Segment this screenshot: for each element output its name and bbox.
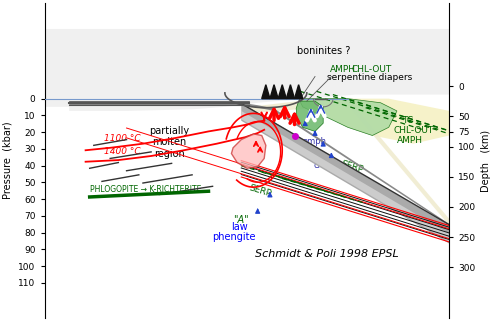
Polygon shape [241, 111, 450, 242]
Text: serpentine diapers: serpentine diapers [328, 73, 412, 82]
Polygon shape [44, 29, 450, 292]
Y-axis label: Pressure  (kbar): Pressure (kbar) [3, 122, 13, 199]
Polygon shape [262, 85, 270, 99]
Polygon shape [278, 85, 287, 99]
Text: law: law [231, 222, 248, 232]
Text: phengite: phengite [212, 232, 256, 242]
Polygon shape [296, 101, 323, 131]
Text: CHL-OUT: CHL-OUT [394, 126, 434, 135]
Text: 1400 °C: 1400 °C [104, 147, 140, 156]
Polygon shape [323, 99, 450, 144]
Polygon shape [270, 85, 278, 99]
Polygon shape [241, 103, 450, 244]
Text: PHLOGOPITE → K-RICHTERITE: PHLOGOPITE → K-RICHTERITE [90, 185, 201, 194]
Text: CHL-OUT: CHL-OUT [352, 65, 392, 74]
Polygon shape [287, 85, 294, 99]
Text: zo: zo [315, 152, 325, 160]
Text: SERP: SERP [339, 159, 364, 174]
Polygon shape [231, 134, 266, 168]
Polygon shape [241, 103, 450, 226]
Text: "A": "A" [233, 215, 248, 225]
Text: partially
molten
region: partially molten region [149, 126, 189, 159]
Polygon shape [249, 99, 450, 226]
Text: AMPH: AMPH [397, 136, 423, 145]
Polygon shape [298, 99, 397, 135]
Text: cld: cld [313, 161, 326, 170]
Polygon shape [69, 103, 450, 226]
Text: Schmidt & Poli 1998 EPSL: Schmidt & Poli 1998 EPSL [255, 249, 399, 259]
Y-axis label: Depth   (km): Depth (km) [481, 129, 491, 192]
Polygon shape [294, 85, 303, 99]
Polygon shape [44, 29, 450, 111]
Text: boninites ?: boninites ? [296, 46, 350, 56]
Text: amph: amph [303, 137, 327, 146]
Text: AMPH: AMPH [330, 65, 356, 74]
Text: TC: TC [402, 116, 413, 125]
Text: 1100 °C: 1100 °C [104, 134, 140, 143]
Text: SERP: SERP [248, 184, 273, 199]
